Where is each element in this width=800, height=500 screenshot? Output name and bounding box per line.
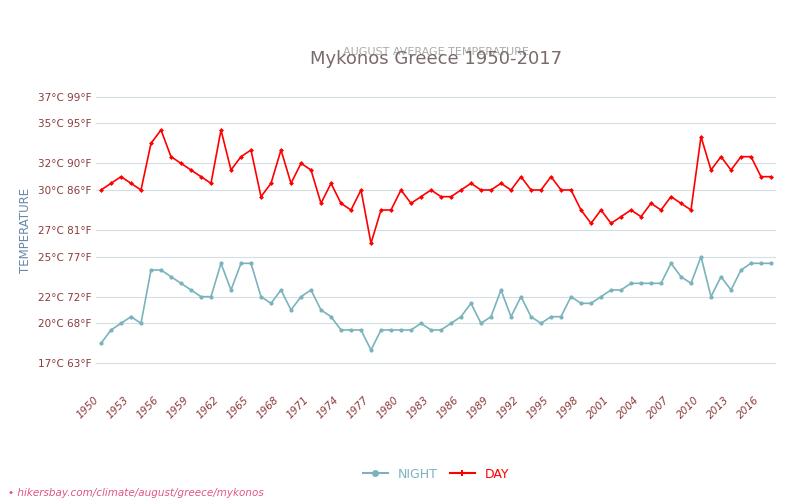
NIGHT (706, 294, 716, 300)
DAY (156, 127, 166, 133)
DAY (726, 167, 736, 173)
Text: AUGUST AVERAGE TEMPERATURE: AUGUST AVERAGE TEMPERATURE (343, 47, 529, 57)
NIGHT (726, 287, 736, 293)
NIGHT (716, 274, 726, 280)
DAY (716, 154, 726, 160)
DAY (766, 174, 776, 180)
DAY (366, 240, 376, 246)
DAY (706, 167, 716, 173)
Legend: NIGHT, DAY: NIGHT, DAY (358, 463, 514, 486)
Line: DAY: DAY (99, 128, 773, 245)
NIGHT (636, 280, 646, 286)
DAY (646, 200, 656, 206)
NIGHT (586, 300, 596, 306)
Text: • hikersbay.com/climate/august/greece/mykonos: • hikersbay.com/climate/august/greece/my… (8, 488, 264, 498)
NIGHT (96, 340, 106, 346)
Y-axis label: TEMPERATURE: TEMPERATURE (19, 188, 32, 272)
NIGHT (766, 260, 776, 266)
DAY (596, 207, 606, 213)
NIGHT (696, 254, 706, 260)
NIGHT (366, 347, 376, 353)
DAY (566, 187, 576, 193)
Line: NIGHT: NIGHT (99, 254, 773, 352)
NIGHT (556, 314, 566, 320)
Title: Mykonos Greece 1950-2017: Mykonos Greece 1950-2017 (310, 50, 562, 68)
DAY (96, 187, 106, 193)
